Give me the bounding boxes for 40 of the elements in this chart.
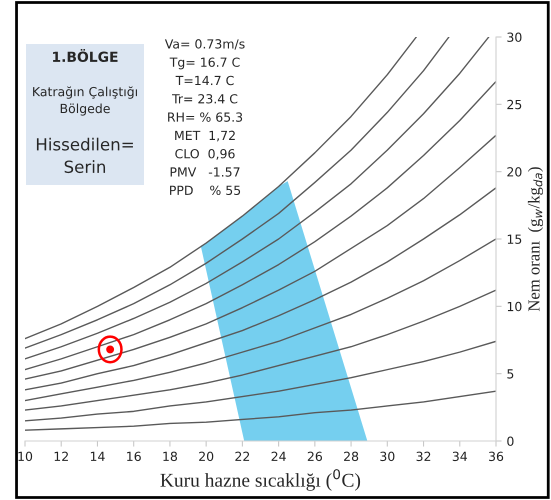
line-series: [25, 238, 496, 402]
annotation: PMV -1.57: [170, 167, 240, 177]
annotation: MET 1,72: [175, 130, 235, 142]
y-tick-label: 30: [507, 32, 522, 42]
annotation: Katrağın Çalıştığı Bölgede: [33, 86, 137, 116]
line-series: [25, 187, 496, 391]
annotation: 1.BÖLGE: [53, 48, 118, 62]
x-tick-label: 12: [54, 452, 68, 461]
annotation: PPD % 55: [170, 186, 240, 196]
x-tick-label: 34: [452, 452, 468, 462]
annotation: CLO 0,96: [175, 148, 235, 160]
y-tick-label: 15: [508, 234, 522, 244]
x-tick-label: 18: [163, 452, 178, 462]
x-tick-label: 14: [90, 452, 105, 461]
x-tick-label: 36: [489, 452, 504, 462]
x-tick-label: 32: [416, 452, 430, 462]
annotation: Tr= 23.4 C: [172, 94, 238, 104]
x-tick-label: 22: [235, 452, 250, 461]
y-tick-label: 5: [507, 369, 514, 379]
line-series: [25, 390, 496, 431]
x-tick-label: 26: [308, 452, 322, 462]
y-tick-label: 0: [507, 436, 514, 446]
y-axis-title: Nem oranı (g$_{w}$/kg$_{da}$): [528, 167, 544, 312]
y-tick-label: 20: [507, 167, 522, 177]
line-series: [25, 340, 496, 422]
x-tick-label: 20: [199, 452, 214, 462]
annotation: RH= % 65.3: [168, 112, 242, 122]
y-tick-label: 10: [508, 302, 522, 312]
x-tick-label: 24: [272, 452, 286, 461]
x-tick-label: 16: [127, 452, 141, 462]
annotation: T=14.7 C: [176, 76, 234, 86]
x-tick-label: 30: [380, 452, 394, 462]
x-axis-title: Kuru hazne sıcaklığı ($^{0}$C): [160, 469, 360, 491]
annotation: Hissedilen= Serin: [36, 138, 133, 174]
line-series: [25, 289, 496, 411]
annotation: Tg= 16.7 C: [170, 57, 240, 70]
x-tick-label: 28: [344, 452, 358, 462]
x-tick-label: 10: [18, 452, 32, 462]
annotation: Va= 0.73m/s: [164, 39, 245, 50]
y-tick-label: 25: [507, 100, 522, 110]
